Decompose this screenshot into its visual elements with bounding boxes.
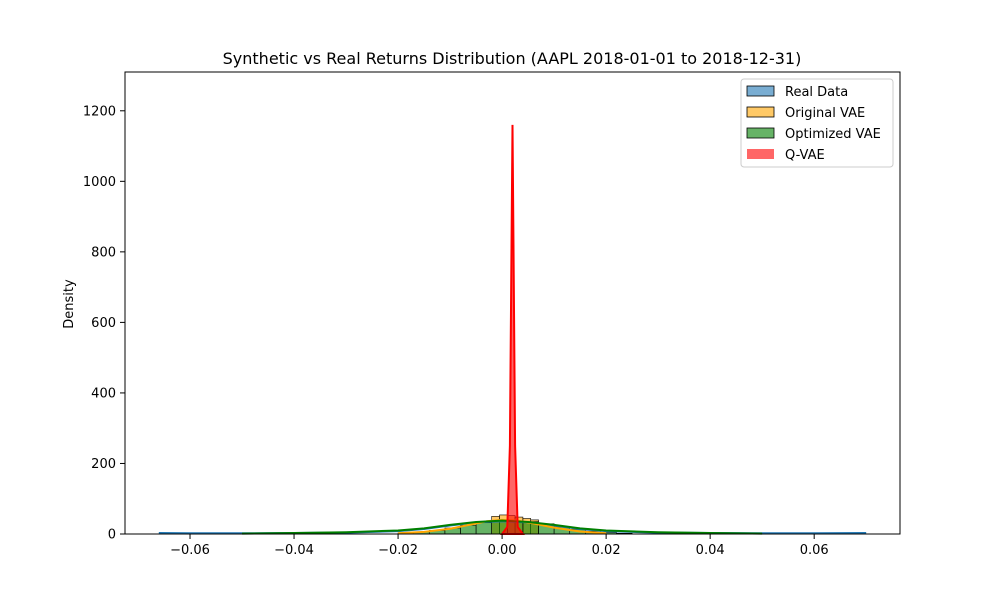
y-tick-label: 1000 — [83, 175, 116, 190]
kde-line-optimized-vae — [242, 519, 763, 535]
x-tick-label: 0.06 — [800, 543, 829, 558]
legend-label-original-vae: Original VAE — [785, 106, 865, 121]
axes-frame — [124, 71, 901, 535]
legend-label-real-data: Real Data — [785, 85, 848, 100]
y-tick-label: 600 — [91, 316, 116, 331]
legend-label-optimized-vae: Optimized VAE — [785, 127, 881, 142]
legend-box — [740, 78, 894, 168]
x-tick-label: −0.04 — [274, 543, 314, 558]
legend-swatch-optimized-vae — [746, 127, 775, 139]
legend-swatch-real-data — [746, 85, 775, 97]
x-tick-label: −0.06 — [170, 543, 210, 558]
y-tick-label: 800 — [91, 245, 116, 260]
y-tick-label: 400 — [91, 386, 116, 401]
y-tick-label: 200 — [91, 457, 116, 472]
x-tick-label: 0.00 — [488, 543, 517, 558]
x-tick-label: 0.04 — [696, 543, 725, 558]
legend-label-q-vae: Q-VAE — [785, 148, 825, 163]
legend: Real Data Original VAE Optimized VAE Q-VAE — [740, 78, 894, 168]
y-tick-label: 0 — [108, 528, 116, 543]
hist-bar-optimized-vae — [475, 522, 492, 535]
legend-swatch-original-vae — [746, 106, 775, 118]
chart-title: Synthetic vs Real Returns Distribution (… — [223, 49, 802, 68]
x-tick-label: −0.02 — [378, 543, 418, 558]
axes: −0.06 −0.04 −0.02 0.00 0.02 0.04 0.06 0 200 400 60… — [83, 71, 901, 558]
kde-area-q-vae — [500, 124, 525, 535]
y-axis-label: Density — [62, 279, 77, 329]
x-tick-label: 0.02 — [592, 543, 621, 558]
legend-swatch-q-vae — [747, 149, 774, 159]
y-tick-label: 1200 — [83, 104, 116, 119]
